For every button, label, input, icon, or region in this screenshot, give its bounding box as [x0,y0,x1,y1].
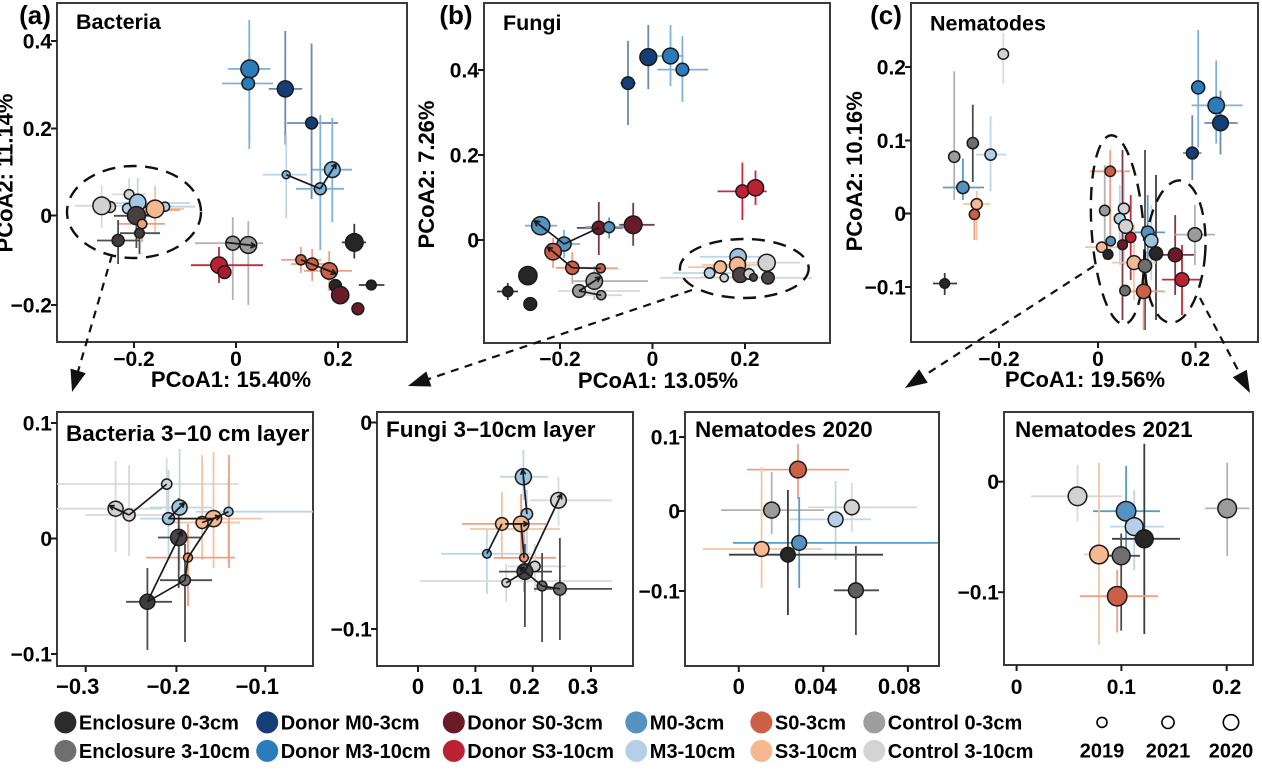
svg-text:0.2: 0.2 [1181,348,1210,371]
svg-text:0.1: 0.1 [1107,676,1137,699]
svg-text:0: 0 [894,203,906,226]
svg-text:0.4: 0.4 [23,31,53,54]
svg-text:(a): (a) [19,0,51,30]
svg-text:PCoA1: 15.40%: PCoA1: 15.40% [151,367,311,392]
svg-text:0: 0 [987,471,999,494]
svg-text:Donor M0-3cm: Donor M0-3cm [281,712,420,734]
svg-text:0.1: 0.1 [877,130,907,153]
svg-text:(c): (c) [870,0,902,30]
svg-text:−0.1: −0.1 [958,582,1000,605]
svg-text:PCoA2: 7.26%: PCoA2: 7.26% [414,101,439,249]
svg-text:0: 0 [360,412,372,435]
svg-text:0.1: 0.1 [651,427,681,450]
svg-text:S0-3cm: S0-3cm [775,712,846,734]
svg-text:0.4: 0.4 [450,60,480,83]
svg-text:Bacteria 3−10 cm layer: Bacteria 3−10 cm layer [66,421,310,446]
svg-text:Donor S3-10cm: Donor S3-10cm [467,741,614,763]
svg-text:Fungi: Fungi [503,11,562,35]
svg-text:Bacteria: Bacteria [76,10,162,34]
svg-text:S3-10cm: S3-10cm [775,741,857,763]
svg-text:0.2: 0.2 [509,674,540,699]
svg-text:−0.3: −0.3 [56,674,99,699]
svg-text:0.1: 0.1 [452,674,483,699]
svg-text:Enclosure 0-3cm: Enclosure 0-3cm [79,712,239,734]
svg-text:PCoA2: 10.16%: PCoA2: 10.16% [842,91,867,251]
svg-text:0.2: 0.2 [877,57,906,80]
svg-text:0.1: 0.1 [23,413,53,436]
svg-text:M3-10cm: M3-10cm [650,741,736,763]
svg-text:Nematodes 2021: Nematodes 2021 [1015,417,1193,442]
svg-text:0.2: 0.2 [450,145,479,168]
svg-text:Donor S0-3cm: Donor S0-3cm [467,712,603,734]
svg-text:0: 0 [733,674,745,699]
svg-text:−0.1: −0.1 [639,581,681,604]
svg-text:2021: 2021 [1146,741,1191,763]
svg-text:−0.1: −0.1 [236,674,279,699]
svg-text:0.3: 0.3 [568,674,599,699]
svg-text:Control 3-10cm: Control 3-10cm [888,741,1034,763]
svg-text:0: 0 [40,528,52,551]
svg-text:−0.2: −0.2 [147,674,190,699]
svg-text:0.2: 0.2 [1212,676,1241,699]
svg-text:M0-3cm: M0-3cm [650,712,724,734]
svg-text:Fungi 3−10cm layer: Fungi 3−10cm layer [386,417,596,442]
svg-text:2019: 2019 [1080,741,1125,763]
svg-text:0.2: 0.2 [23,118,52,141]
svg-text:0: 0 [412,674,424,699]
svg-text:0: 0 [668,501,680,524]
svg-text:PCoA1: 19.56%: PCoA1: 19.56% [1005,367,1165,392]
svg-text:−0.1: −0.1 [331,619,373,642]
svg-text:−0.1: −0.1 [865,277,907,300]
svg-text:2020: 2020 [1209,741,1254,763]
svg-text:PCoA1: 13.05%: PCoA1: 13.05% [578,368,738,393]
svg-text:(b): (b) [439,0,472,30]
svg-text:Nematodes: Nematodes [930,12,1046,36]
svg-text:−0.2: −0.2 [539,348,580,371]
svg-text:0.08: 0.08 [878,674,921,699]
svg-text:−0.1: −0.1 [11,644,53,667]
svg-text:Enclosure 3-10cm: Enclosure 3-10cm [79,741,250,763]
svg-text:PCoA2: 11.14%: PCoA2: 11.14% [0,94,18,253]
svg-text:Control 0-3cm: Control 0-3cm [888,712,1022,734]
svg-text:−0.2: −0.2 [11,295,52,318]
svg-text:0: 0 [467,230,479,253]
svg-text:0.2: 0.2 [323,348,352,371]
svg-text:Donor M3-10cm: Donor M3-10cm [281,741,431,763]
svg-text:0.04: 0.04 [794,674,838,699]
svg-text:Nematodes 2020: Nematodes 2020 [695,417,873,442]
svg-text:0: 0 [1011,676,1023,699]
svg-text:−0.2: −0.2 [113,348,154,371]
svg-text:0: 0 [40,205,52,228]
